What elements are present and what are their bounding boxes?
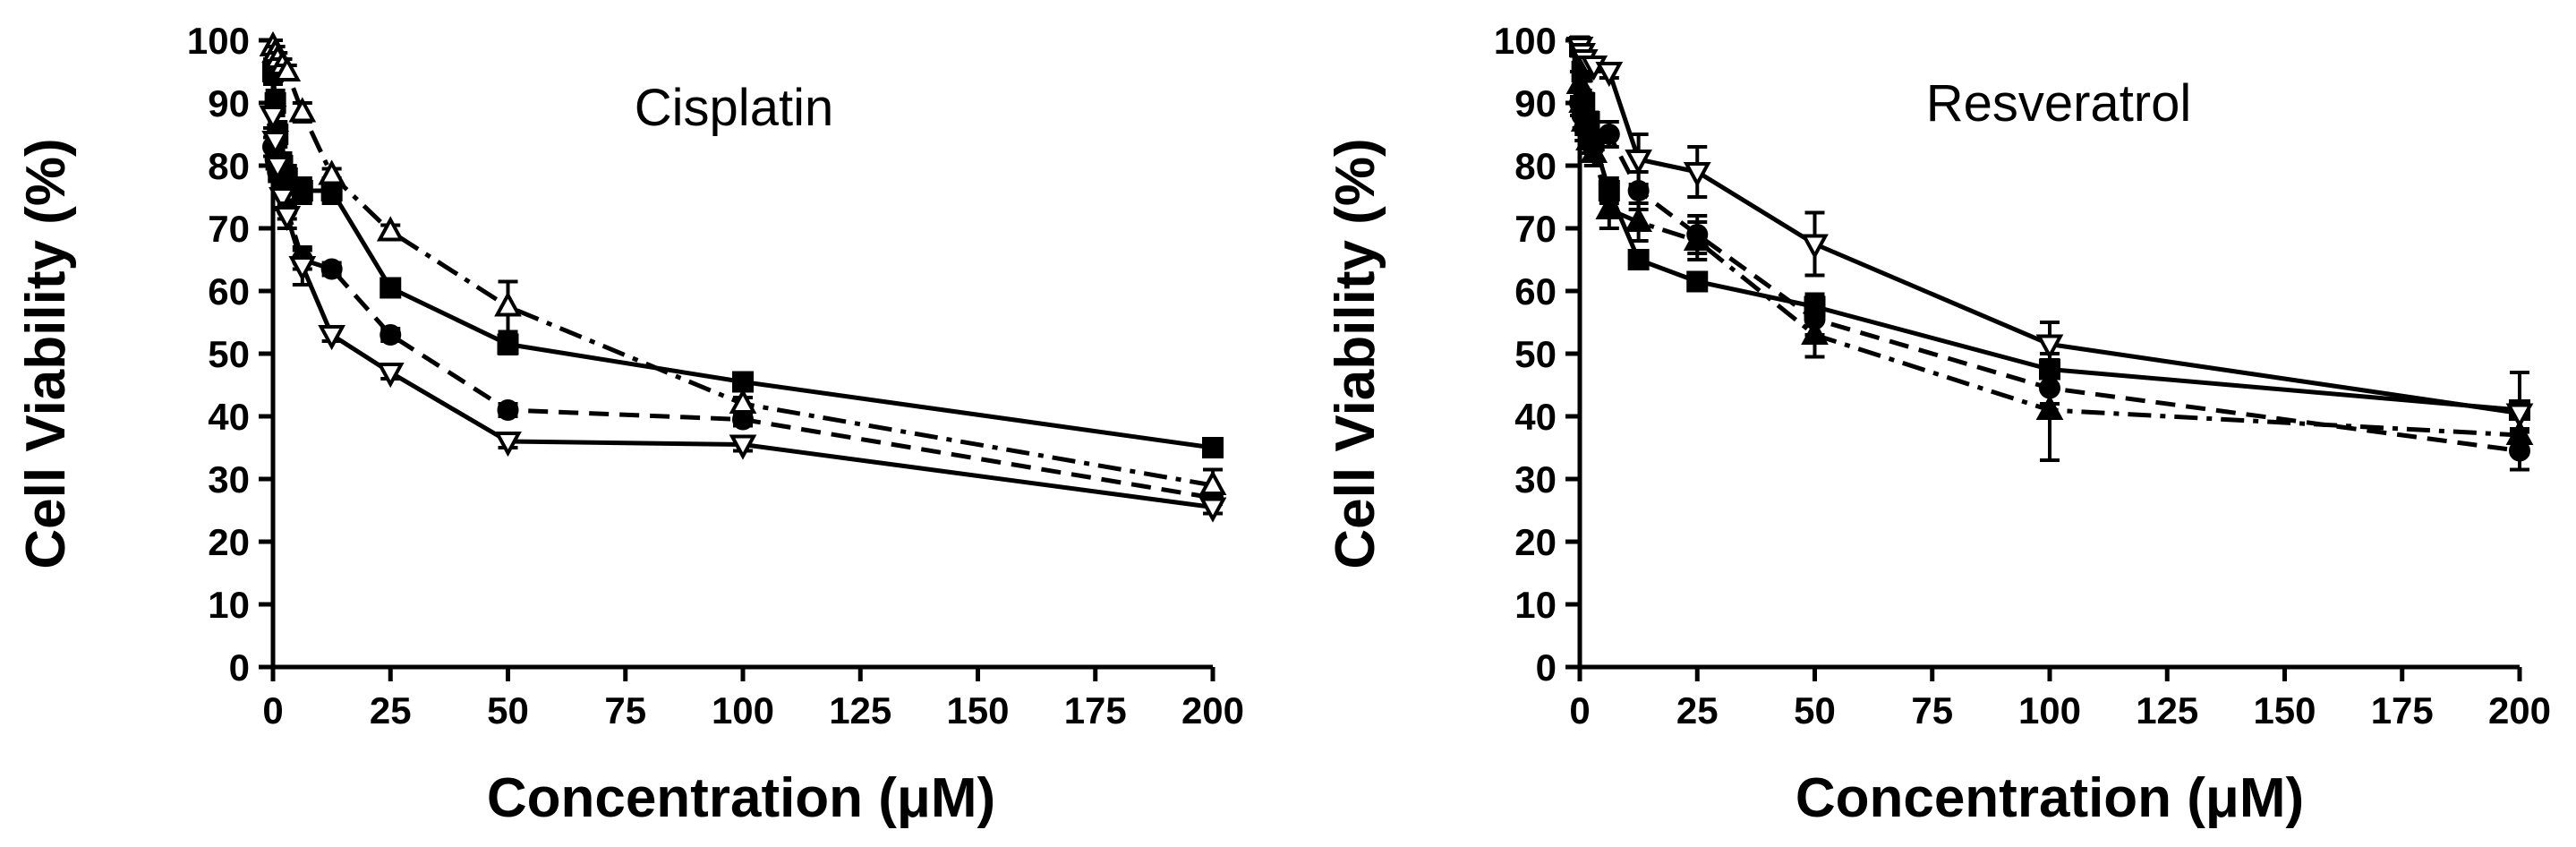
resveratrol-y-tick-label: 30 — [1514, 458, 1557, 500]
cisplatin-y-tick-label: 70 — [208, 208, 250, 250]
resveratrol-y-axis-title: Cell Viability (%) — [1325, 138, 1386, 569]
cisplatin-data-point — [497, 399, 519, 421]
resveratrol-data-point — [1595, 62, 1624, 88]
chart-panel-cisplatin: 0 10 20 30 40 50 60 70 80 90 100 0 25 50 75 100 125 150 17… — [15, 20, 1244, 829]
resveratrol-y-tick-label: 60 — [1514, 270, 1557, 312]
cisplatin-x-tick-label: 50 — [487, 689, 529, 732]
cisplatin-y-tick-label: 100 — [187, 20, 250, 62]
resveratrol-y-tick-label: 80 — [1514, 145, 1557, 187]
cisplatin-data-point — [318, 325, 345, 351]
cisplatin-data-point — [376, 216, 405, 242]
cisplatin-data-point — [494, 432, 522, 458]
resveratrol-data-point — [1801, 319, 1829, 345]
resveratrol-data-point — [1686, 270, 1709, 293]
cisplatin-data-point — [380, 324, 402, 346]
resveratrol-data-point — [1627, 249, 1650, 270]
cisplatin-data-point — [273, 56, 302, 81]
resveratrol-data-point — [1683, 225, 1711, 251]
cisplatin-x-tick-label: 25 — [370, 689, 412, 732]
resveratrol-data-point — [1625, 206, 1652, 232]
cisplatin-y-tick-label: 80 — [208, 145, 250, 187]
cisplatin-data-point — [732, 371, 754, 393]
cisplatin-y-axis-title: Cell Viability (%) — [15, 138, 77, 569]
resveratrol-x-tick-label: 100 — [2018, 689, 2081, 732]
cisplatin-data-point — [269, 187, 296, 213]
cisplatin-data-point — [1198, 469, 1227, 495]
resveratrol-y-tick-label: 70 — [1514, 208, 1557, 250]
cisplatin-data-point — [318, 159, 345, 185]
cisplatin-data-point — [497, 333, 519, 355]
resveratrol-x-tick-label: 0 — [1569, 689, 1590, 732]
cisplatin-data-point — [729, 388, 757, 414]
resveratrol-y-tick-label: 90 — [1514, 82, 1557, 124]
resveratrol-data-point — [1801, 234, 1829, 260]
cisplatin-y-tick-label: 60 — [208, 270, 250, 312]
cisplatin-x-tick-label: 150 — [946, 689, 1009, 732]
resveratrol-x-tick-label: 125 — [2136, 689, 2198, 732]
cisplatin-y-tick-label: 50 — [208, 333, 250, 375]
cisplatin-data-point — [1202, 437, 1224, 458]
cisplatin-data-point — [1198, 497, 1227, 523]
cisplatin-series-2 — [259, 30, 1227, 503]
cisplatin-x-tick-label: 125 — [829, 689, 891, 732]
resveratrol-data-point — [1580, 137, 1608, 163]
cisplatin-x-tick-label: 75 — [604, 689, 646, 732]
cisplatin-y-tick-label: 90 — [208, 82, 250, 124]
resveratrol-y-tick-label: 0 — [1536, 646, 1557, 689]
cisplatin-series-3 — [259, 101, 1227, 523]
resveratrol-y-tick-label: 20 — [1514, 521, 1557, 563]
cisplatin-x-axis-title: Concentration (μM) — [487, 767, 995, 829]
cisplatin-y-tick-label: 10 — [208, 584, 250, 626]
cisplatin-data-point — [376, 363, 405, 389]
cisplatin-x-tick-label: 200 — [1181, 689, 1244, 732]
cisplatin-data-point — [288, 256, 317, 282]
resveratrol-x-axis-title: Concentration (μM) — [1796, 767, 2304, 829]
cisplatin-data-point — [729, 434, 757, 460]
cisplatin-data-point — [273, 206, 302, 232]
resveratrol-data-point — [1595, 193, 1624, 219]
resveratrol-series-2 — [1565, 68, 2534, 462]
cisplatin-data-point — [380, 277, 402, 299]
resveratrol-x-tick-label: 75 — [1911, 689, 1953, 732]
resveratrol-data-point — [1598, 124, 1620, 145]
resveratrol-x-tick-label: 175 — [2371, 689, 2434, 732]
resveratrol-y-tick-label: 40 — [1514, 396, 1557, 438]
resveratrol-x-tick-label: 50 — [1794, 689, 1836, 732]
chart-panel-resveratrol: 0 10 20 30 40 50 60 70 80 90 100 0 25 50 75 100 125 150 17… — [1325, 20, 2551, 829]
cisplatin-x-tick-label: 100 — [712, 689, 774, 732]
cisplatin-data-point — [494, 291, 522, 317]
cisplatin-y-tick-label: 30 — [208, 458, 250, 500]
cisplatin-y-tick-label: 20 — [208, 521, 250, 563]
resveratrol-data-point — [1683, 162, 1711, 188]
resveratrol-data-point — [2035, 394, 2064, 420]
resveratrol-x-tick-label: 25 — [1676, 689, 1719, 732]
cisplatin-data-point — [291, 180, 313, 201]
resveratrol-data-point — [2035, 334, 2064, 360]
resveratrol-data-point — [2505, 403, 2534, 429]
resveratrol-chart-title: Resveratrol — [1926, 74, 2192, 133]
cisplatin-data-point — [259, 106, 287, 132]
cisplatin-data-point — [288, 97, 317, 123]
cisplatin-data-point — [263, 156, 292, 182]
cisplatin-data-point — [261, 131, 289, 157]
resveratrol-series-3 — [1565, 37, 2534, 456]
resveratrol-y-tick-label: 100 — [1494, 20, 1557, 62]
resveratrol-y-tick-label: 10 — [1514, 584, 1557, 626]
cisplatin-data-point — [320, 258, 343, 280]
resveratrol-data-point — [1625, 150, 1652, 175]
cisplatin-x-tick-label: 175 — [1064, 689, 1127, 732]
resveratrol-x-tick-label: 200 — [2488, 689, 2551, 732]
cisplatin-y-tick-label: 0 — [229, 646, 250, 689]
resveratrol-x-tick-label: 150 — [2253, 689, 2316, 732]
cisplatin-chart-title: Cisplatin — [635, 79, 833, 137]
cisplatin-y-tick-label: 40 — [208, 396, 250, 438]
resveratrol-y-tick-label: 50 — [1514, 333, 1557, 375]
cisplatin-x-tick-label: 0 — [262, 689, 283, 732]
